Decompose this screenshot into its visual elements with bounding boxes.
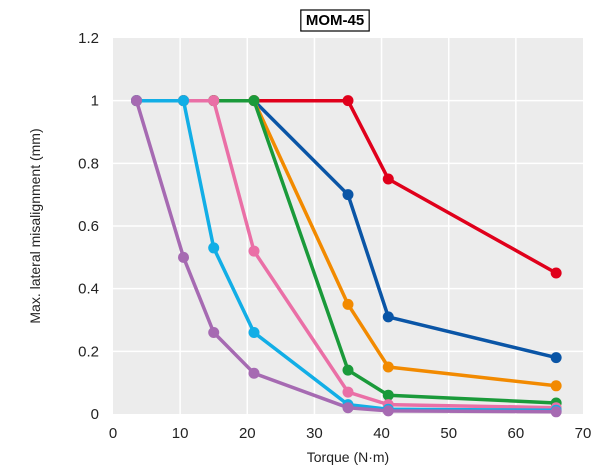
data-point <box>342 364 354 376</box>
data-point <box>550 267 562 279</box>
y-axis-ticks: 0 0.2 0.4 0.6 0.8 1 1.2 <box>78 30 99 423</box>
data-point <box>342 298 354 310</box>
data-point <box>248 245 260 257</box>
chart-title-box <box>300 9 370 32</box>
data-point <box>208 242 220 254</box>
y-tick-label: 0.4 <box>78 281 99 298</box>
x-axis-label: Torque (N·m) <box>307 449 389 465</box>
series-layer <box>131 95 562 418</box>
x-tick-label: 10 <box>172 425 189 442</box>
data-point <box>382 405 394 417</box>
data-point <box>382 173 394 185</box>
data-point <box>550 352 562 364</box>
data-point <box>248 95 260 107</box>
x-tick-label: 70 <box>575 425 592 442</box>
x-tick-label: 50 <box>440 425 457 442</box>
x-tick-label: 20 <box>239 425 256 442</box>
data-point <box>550 380 562 392</box>
y-axis-label: Max. lateral misalignment (mm) <box>27 128 43 323</box>
data-point <box>342 95 354 107</box>
x-axis-ticks: 0 10 20 30 40 50 60 70 <box>109 425 592 442</box>
chart-title: MOM-45 <box>306 12 364 29</box>
x-tick-label: 40 <box>373 425 390 442</box>
x-tick-label: 30 <box>306 425 323 442</box>
y-tick-label: 0 <box>91 406 99 423</box>
data-point <box>208 95 220 107</box>
data-point <box>382 361 394 373</box>
data-point <box>248 327 260 339</box>
data-point <box>178 251 189 263</box>
data-point <box>382 389 394 401</box>
data-point <box>342 402 354 414</box>
x-tick-label: 60 <box>508 425 525 442</box>
data-point <box>248 367 260 379</box>
data-point <box>208 327 220 339</box>
series-7 <box>131 95 562 418</box>
y-tick-label: 1 <box>91 93 99 110</box>
data-point <box>178 95 189 107</box>
y-tick-label: 0.6 <box>78 218 99 235</box>
y-tick-label: 0.2 <box>78 343 99 360</box>
x-tick-label: 0 <box>109 425 117 442</box>
data-point <box>342 386 354 398</box>
data-point <box>131 95 142 107</box>
data-point <box>342 189 354 201</box>
data-point <box>550 406 562 418</box>
y-tick-label: 0.8 <box>78 155 99 172</box>
data-point <box>382 311 394 323</box>
y-tick-label: 1.2 <box>78 30 99 47</box>
